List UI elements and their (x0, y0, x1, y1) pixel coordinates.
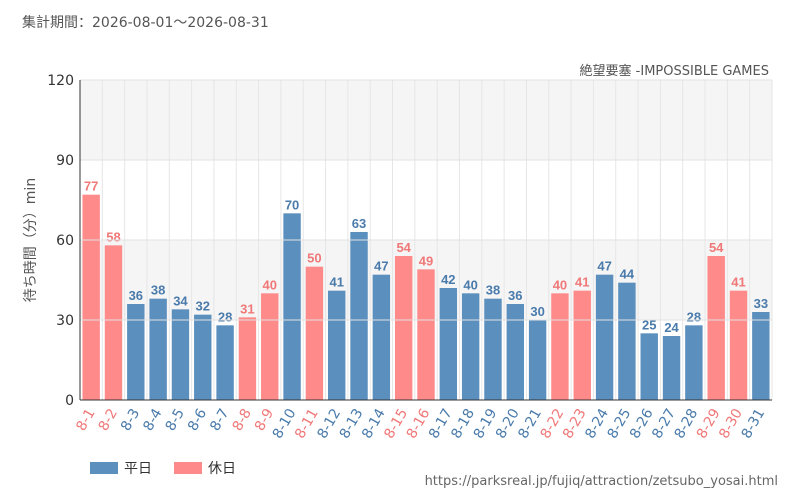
bar (595, 274, 614, 400)
value-label: 30 (530, 304, 544, 319)
value-label: 28 (218, 309, 232, 324)
value-label: 49 (419, 253, 433, 268)
plot-band (80, 160, 772, 240)
bar (194, 314, 212, 400)
bar (216, 325, 234, 400)
value-label: 40 (463, 277, 477, 292)
value-label: 33 (754, 296, 768, 311)
value-label: 54 (396, 240, 411, 255)
bar (662, 336, 681, 400)
bar (104, 245, 123, 400)
legend-swatch-weekday (90, 462, 118, 474)
value-label: 28 (687, 309, 701, 324)
bar (618, 282, 636, 400)
value-label: 36 (508, 288, 522, 303)
value-label: 36 (129, 288, 143, 303)
legend: 平日 休日 (90, 458, 258, 478)
legend-label-weekday: 平日 (124, 461, 152, 477)
bar (417, 269, 435, 400)
value-label: 58 (106, 229, 120, 244)
bar (506, 304, 524, 400)
bar (372, 274, 391, 400)
bar (283, 213, 301, 400)
x-tick-label: 8-7 (207, 406, 232, 434)
bar (350, 232, 368, 400)
source-url[interactable]: https://parksreal.jp/fujiq/attraction/ze… (424, 474, 778, 489)
bar (439, 288, 458, 400)
bar (261, 293, 279, 400)
bar (461, 293, 480, 400)
legend-item-holiday: 休日 (174, 458, 236, 478)
bar (149, 298, 167, 400)
value-label: 41 (329, 275, 343, 290)
bar (528, 320, 547, 400)
value-label: 38 (151, 283, 165, 298)
value-label: 47 (597, 259, 611, 274)
value-labels: 77 58 36 38 34 32 28 31 40 70 50 41 63 47 54 49 42 40 38 36… (84, 179, 768, 335)
value-label: 44 (620, 267, 635, 282)
chart-title: 絶望要塞 -IMPOSSIBLE GAMES (579, 64, 769, 79)
bar (729, 290, 748, 400)
x-tick-label: 8-5 (163, 406, 188, 434)
value-label: 42 (441, 272, 455, 287)
bar (752, 312, 770, 400)
value-label: 41 (575, 275, 589, 290)
period-label: 集計期間：2026-08-01～2026-08-31 (22, 15, 269, 31)
x-tick-label: 8-6 (185, 406, 210, 434)
value-label: 54 (709, 240, 724, 255)
value-label: 40 (263, 277, 277, 292)
value-label: 38 (486, 283, 500, 298)
bar (551, 293, 569, 400)
bar (640, 333, 658, 400)
y-tick-label: 120 (47, 73, 74, 89)
value-label: 70 (285, 197, 299, 212)
value-label: 24 (664, 320, 679, 335)
bar (238, 317, 257, 400)
bar (82, 194, 100, 400)
bar (394, 256, 413, 400)
x-tick-label: 8-2 (96, 406, 121, 434)
value-label: 50 (307, 251, 321, 266)
bar (328, 290, 346, 400)
x-tick-label: 8-3 (118, 406, 143, 434)
x-tick-label: 8-8 (230, 406, 255, 434)
legend-swatch-holiday (174, 462, 202, 474)
bar (707, 256, 725, 400)
value-label: 32 (196, 299, 210, 314)
bar (685, 325, 703, 400)
value-label: 40 (553, 277, 567, 292)
legend-item-weekday: 平日 (90, 458, 152, 478)
y-tick-label: 30 (56, 313, 74, 329)
value-label: 41 (731, 275, 745, 290)
y-tick-label: 0 (65, 393, 74, 409)
value-label: 47 (374, 259, 388, 274)
x-tick-label: 8-31 (739, 406, 769, 442)
plot-band (80, 80, 772, 160)
y-tick-label: 90 (56, 153, 74, 169)
value-label: 31 (240, 301, 254, 316)
bar (305, 266, 324, 400)
bar (127, 304, 145, 400)
value-label: 77 (84, 179, 98, 194)
x-tick-label: 8-1 (73, 406, 98, 434)
value-label: 34 (173, 293, 188, 308)
bar (573, 290, 591, 400)
x-tick-labels: 8-18-28-38-48-58-68-78-88-98-108-118-128… (73, 406, 768, 442)
x-tick-label: 8-4 (140, 406, 165, 434)
bars (82, 194, 770, 400)
value-label: 25 (642, 317, 656, 332)
bar (171, 309, 190, 400)
value-label: 63 (352, 216, 366, 231)
legend-label-holiday: 休日 (208, 461, 236, 477)
bar (484, 298, 502, 400)
y-tick-label: 60 (56, 233, 74, 249)
